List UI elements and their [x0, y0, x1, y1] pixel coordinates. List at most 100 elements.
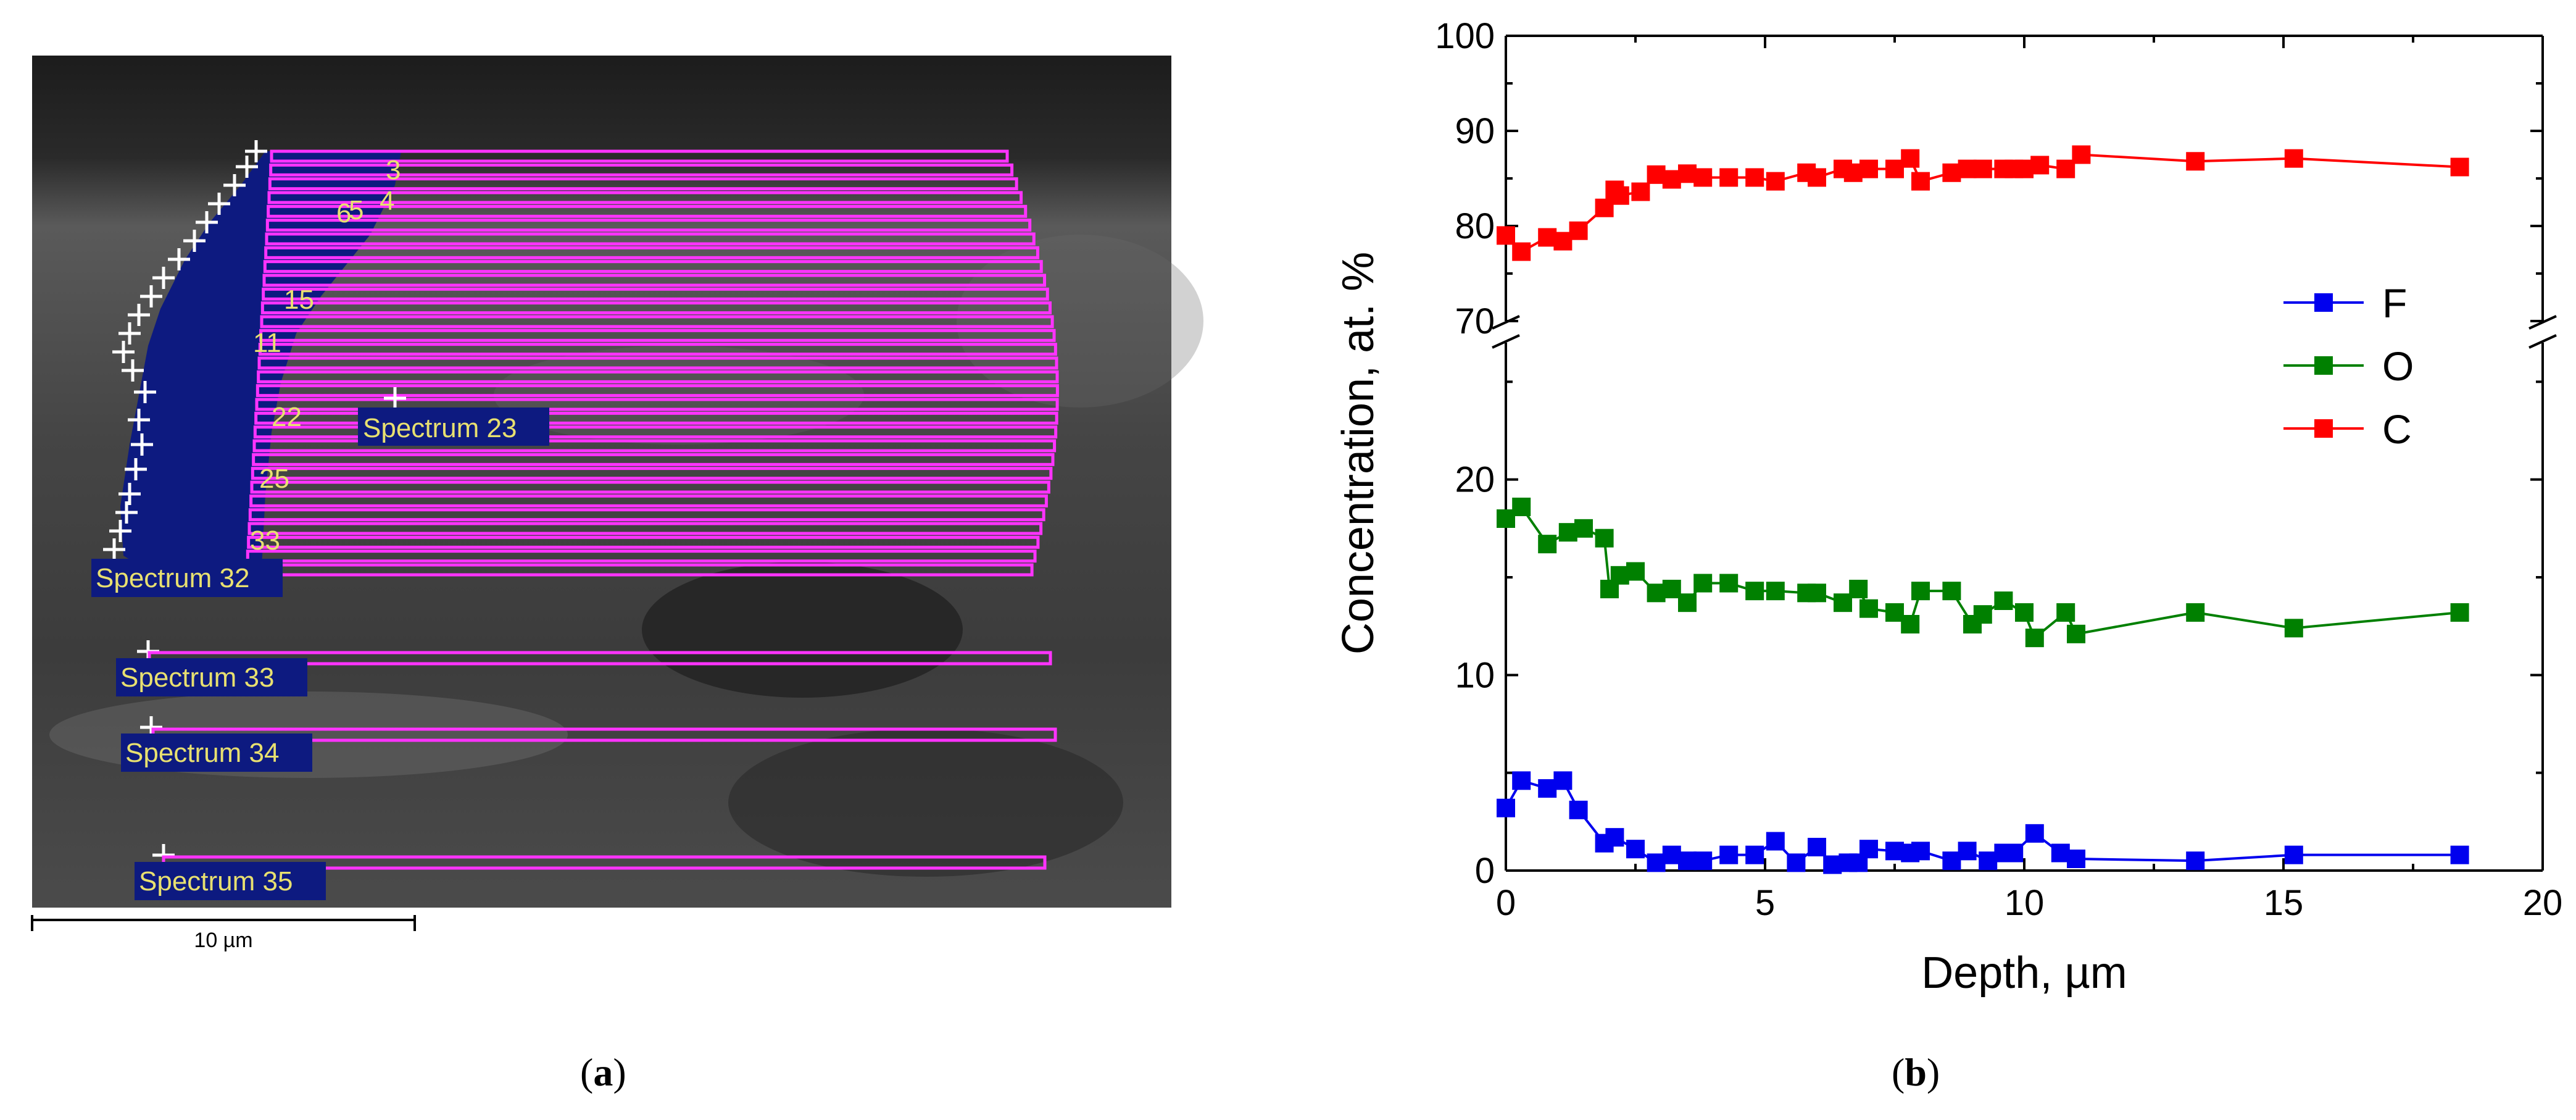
series-C-point [1745, 168, 1764, 187]
series-C-point [2186, 152, 2205, 171]
series-F-point [1678, 851, 1697, 871]
series-F-point [1512, 771, 1531, 790]
spectrum-23-label: Spectrum 23 [363, 413, 517, 443]
series-O-point [1859, 599, 1878, 618]
series-O-point [1911, 582, 1930, 601]
spectrum-33-label-bg [116, 658, 307, 696]
series-C-point [1808, 168, 1826, 187]
series-F-point [1979, 851, 1998, 871]
series-C-point [1631, 182, 1650, 201]
series-C-point [1647, 165, 1666, 184]
series-O-point [1538, 535, 1557, 554]
series-O-point [1766, 582, 1785, 601]
scan-line [254, 411, 1058, 425]
series-F-point [1626, 840, 1645, 859]
scan-line [260, 301, 1052, 315]
series-O-point [1574, 519, 1593, 538]
scan-line [260, 315, 1054, 328]
series-O-point [1994, 591, 2013, 610]
axis-break-mark [1492, 334, 1520, 349]
caption-b: (b) [1892, 1050, 1940, 1094]
series-C-point [1595, 198, 1614, 217]
y-tick-label: 10 [1455, 655, 1495, 695]
y-tick-label: 100 [1435, 16, 1495, 56]
series-C-point [1859, 159, 1878, 178]
series-C-point [1569, 221, 1588, 240]
scan-line [269, 163, 1014, 177]
scan-line [268, 177, 1018, 191]
series-F-point [1497, 798, 1515, 817]
series-C-point [2072, 145, 2091, 164]
legend-C-label: C [2382, 406, 2412, 452]
series-C-point [1538, 228, 1557, 247]
series-F-point [1885, 842, 1904, 861]
caption-b-letter: b [1905, 1050, 1927, 1094]
sem-panel: 3 4 5 6 15 11 22 25 33 Spectrum 23 Spect… [31, 56, 1203, 952]
series-O-point [1595, 529, 1614, 548]
caption-a: (a) [580, 1050, 626, 1094]
series-O-point [1719, 574, 1739, 593]
spectrum-number-label: 5 [349, 195, 364, 225]
series-O-point [2450, 603, 2469, 622]
scan-line-group [245, 149, 1059, 577]
scan-line [257, 370, 1059, 383]
spectrum-number-label: 33 [250, 525, 280, 556]
series-O-point [1849, 580, 1868, 598]
y-tick-label: 0 [1475, 851, 1495, 891]
series-C-point [1662, 170, 1681, 189]
spectrum-number-label: 15 [284, 285, 314, 315]
y-tick-label: 90 [1455, 111, 1495, 151]
series-F-point [1662, 845, 1681, 864]
series-O-point [2015, 603, 2034, 622]
sem-texture-dark [728, 729, 1123, 877]
scan-line [248, 508, 1045, 522]
scan-line [253, 425, 1058, 439]
series-C-point [1911, 172, 1930, 191]
series-O-point [2056, 603, 2075, 622]
y-axis-label: Concentration, at. % [1334, 252, 1383, 654]
series-C-point [1553, 232, 1573, 251]
series-C-point [1942, 163, 1961, 182]
concentration-chart: 0 5 10 15 20 70 80 90 100 0 10 20 Depth, µm Concentra… [1334, 16, 2562, 998]
scan-line [252, 439, 1057, 453]
scan-line [265, 232, 1036, 246]
scan-line [262, 287, 1049, 301]
series-F-point [2067, 850, 2085, 868]
series-O-point [1973, 605, 1992, 624]
spectrum-number-label: 25 [259, 464, 289, 494]
spectrum-23-label-bg [358, 407, 549, 446]
scan-line [255, 398, 1059, 411]
spectrum-number-label: 11 [253, 328, 281, 358]
scan-line [258, 343, 1057, 356]
legend-C-marker [2314, 419, 2333, 438]
spectrum-number-label: 4 [380, 186, 394, 216]
sem-texture-dark [642, 562, 963, 698]
x-axis-label: Depth, µm [1921, 948, 2127, 998]
series-F-point [1911, 842, 1930, 861]
series-C-point [2284, 149, 2303, 168]
series-O-point [1808, 583, 1826, 603]
scan-line [251, 467, 1053, 480]
series-C-point [1512, 242, 1531, 261]
x-tick-label: 5 [1755, 883, 1775, 923]
series-C-point [1678, 164, 1697, 183]
series-F-point [2450, 845, 2469, 864]
series-O-point [2284, 619, 2303, 638]
scan-line [246, 550, 1037, 563]
series-O-point [1693, 574, 1713, 593]
series-F-point [1693, 851, 1713, 871]
series-F-point [1745, 845, 1764, 864]
series-O-point [1610, 566, 1629, 585]
scan-line [267, 191, 1023, 204]
caption-a-letter: a [593, 1050, 613, 1094]
scan-line [264, 246, 1039, 259]
spectrum-32-label: Spectrum 32 [96, 563, 249, 593]
scan-line [267, 204, 1028, 218]
legend-O-marker [2314, 356, 2333, 375]
series-F-point [2025, 824, 2044, 843]
series-O-point [1497, 509, 1515, 528]
spectrum-32-label-bg [91, 559, 283, 597]
series-F-point [2005, 843, 2024, 863]
legend-O-label: O [2382, 343, 2414, 389]
series-O-point [2025, 629, 2044, 648]
